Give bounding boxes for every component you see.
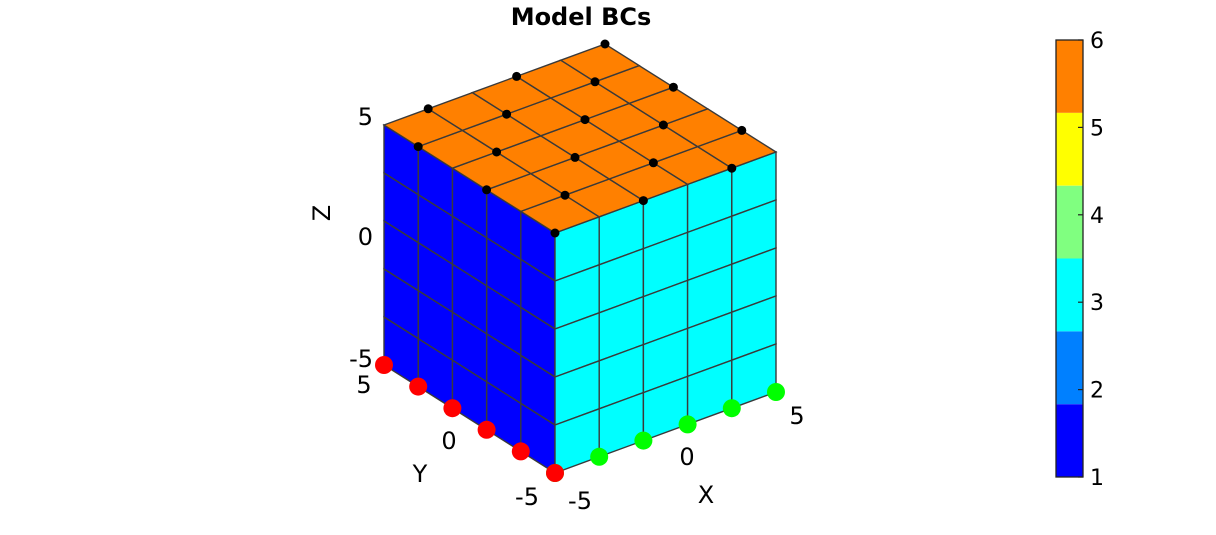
node-marker-red (443, 399, 462, 418)
colorbar-tick-label: 6 (1090, 29, 1104, 54)
node-marker-green (767, 383, 785, 401)
node-marker-top (580, 115, 590, 125)
colorbar-segment (1056, 404, 1083, 477)
node-marker-top (492, 147, 502, 157)
node-marker-top (648, 158, 658, 168)
x-axis-label: X (698, 481, 714, 509)
colorbar-tick-label: 2 (1090, 379, 1104, 404)
node-marker-green (722, 399, 741, 418)
z-axis-label: Z (308, 205, 336, 221)
colorbar-tick-label: 1 (1090, 466, 1104, 491)
node-marker-top (570, 152, 580, 162)
chart-title: Model BCs (511, 3, 652, 31)
node-marker-top (658, 120, 668, 130)
node-marker-green (678, 415, 697, 434)
colorbar: 1 2 3 4 5 6 (1055, 29, 1104, 491)
node-marker-top (423, 104, 433, 114)
node-marker-red (546, 464, 564, 482)
colorbar-segment (1056, 331, 1083, 405)
node-marker-top (413, 142, 423, 152)
colorbar-segment (1056, 112, 1083, 186)
y-tick-min: -5 (515, 483, 539, 511)
colorbar-segment (1056, 258, 1083, 332)
y-axis-label: Y (412, 460, 428, 488)
node-marker-green (590, 447, 609, 466)
node-marker-red (375, 356, 393, 374)
node-marker-top (668, 82, 678, 92)
z-tick-mid: 0 (358, 223, 373, 251)
y-tick-max: 5 (356, 371, 371, 399)
node-marker-top (550, 228, 560, 238)
z-tick-top: 5 (358, 103, 373, 131)
node-marker-top (482, 185, 492, 195)
colorbar-tick-label: 5 (1090, 116, 1104, 141)
colorbar-segment (1056, 185, 1083, 259)
colorbar-tick-label: 3 (1090, 291, 1104, 316)
node-marker-top (590, 77, 600, 87)
node-marker-red (511, 442, 530, 461)
node-marker-top (512, 71, 522, 81)
node-marker-top (638, 196, 648, 206)
x-tick-min: -5 (568, 487, 592, 515)
node-marker-red (477, 420, 496, 439)
x-tick-mid: 0 (679, 443, 694, 471)
z-tick-bottom: -5 (349, 345, 373, 373)
node-marker-top (560, 190, 570, 200)
cube-mesh (382, 43, 778, 475)
x-tick-max: 5 (789, 402, 804, 430)
node-marker-top (737, 125, 747, 135)
node-marker-top (600, 39, 610, 49)
colorbar-frame (1055, 39, 1084, 478)
node-marker-red (409, 377, 428, 396)
node-marker-top (727, 163, 737, 173)
node-marker-green (634, 431, 653, 450)
node-marker-top (502, 109, 512, 119)
y-tick-mid: 0 (441, 427, 456, 455)
boundary-condition-markers (375, 39, 785, 482)
colorbar-tick-label: 4 (1090, 204, 1104, 229)
colorbar-segment (1056, 40, 1083, 113)
